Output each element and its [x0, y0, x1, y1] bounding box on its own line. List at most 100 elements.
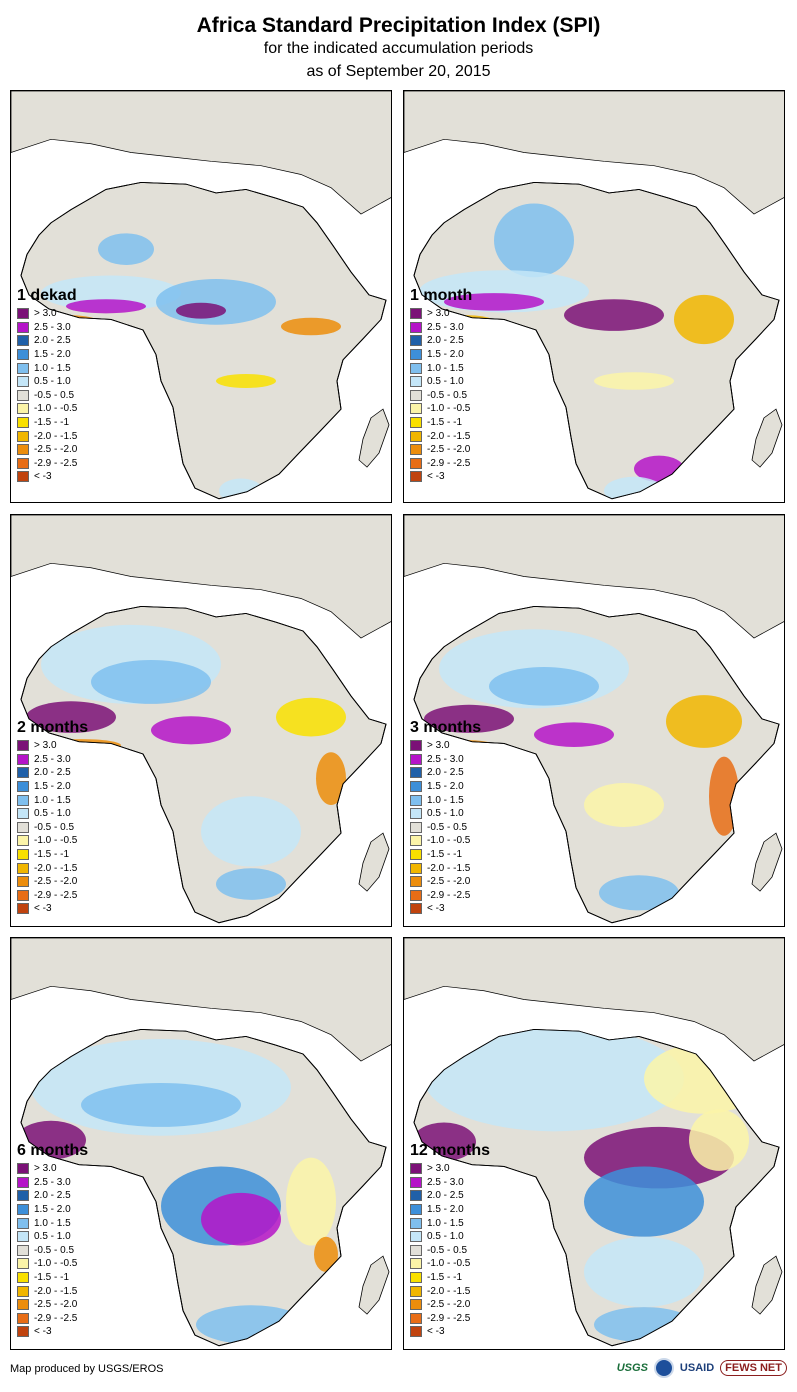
legend-swatch — [17, 740, 29, 752]
spi-patch — [91, 659, 211, 704]
legend-label: 2.5 - 3.0 — [427, 753, 464, 765]
legend-swatch — [17, 1299, 29, 1311]
legend-row: -2.5 - -2.0 — [17, 1298, 88, 1312]
legend-label: 1.0 - 1.5 — [34, 1217, 71, 1229]
legend-row: 1.0 - 1.5 — [17, 361, 77, 375]
legend-label: -2.9 - -2.5 — [427, 457, 471, 469]
legend-swatch — [410, 767, 422, 779]
legend-row: 2.0 - 2.5 — [410, 766, 481, 780]
legend-label: > 3.0 — [34, 308, 57, 320]
legend-row: -0.5 - 0.5 — [17, 389, 77, 403]
legend-row: -2.9 - -2.5 — [410, 1312, 490, 1326]
legend-swatch — [17, 349, 29, 361]
legend-row: -1.5 - -1 — [17, 416, 77, 430]
legend-row: -0.5 - 0.5 — [410, 1244, 490, 1258]
legend-label: 1.5 - 2.0 — [34, 1204, 71, 1216]
legend-swatch — [410, 903, 422, 915]
spi-patch — [201, 796, 301, 867]
legend-swatch — [410, 362, 422, 374]
spi-patch — [281, 317, 341, 336]
legend-label: 2.5 - 3.0 — [34, 753, 71, 765]
legend-row: 2.5 - 3.0 — [410, 753, 481, 767]
madagascar — [751, 1255, 783, 1315]
spi-patch — [584, 1166, 704, 1237]
legend-swatch — [17, 821, 29, 833]
spi-patch — [286, 1157, 336, 1246]
legend-row: 2.0 - 2.5 — [410, 1189, 490, 1203]
legend-row: -0.5 - 0.5 — [17, 1244, 88, 1258]
spi-patch — [216, 373, 276, 389]
legend-swatch — [410, 740, 422, 752]
legend-row: -0.5 - 0.5 — [17, 821, 88, 835]
madagascar — [751, 832, 783, 892]
legend-swatch — [410, 862, 422, 874]
legend-row: 1.0 - 1.5 — [17, 1216, 88, 1230]
legend-label: 2.0 - 2.5 — [427, 335, 464, 347]
legend-swatch — [410, 1299, 422, 1311]
legend-swatch — [17, 1163, 29, 1175]
legend-swatch — [410, 1258, 422, 1270]
legend-label: > 3.0 — [427, 740, 450, 752]
legend-row: 1.5 - 2.0 — [17, 1203, 88, 1217]
legend-swatch — [17, 403, 29, 415]
legend-swatch — [410, 1190, 422, 1202]
legend-row: 2.0 - 2.5 — [17, 1189, 88, 1203]
legend-swatch — [17, 362, 29, 374]
legend-swatch — [410, 308, 422, 320]
spi-legend: 12 months > 3.0 2.5 - 3.0 2.0 - 2.5 1.5 - 2.… — [410, 1142, 490, 1339]
legend-label: -2.0 - -1.5 — [427, 430, 471, 442]
spi-patch — [81, 1082, 241, 1127]
legend-row: 1.0 - 1.5 — [410, 793, 481, 807]
page-title: Africa Standard Precipitation Index (SPI… — [196, 14, 601, 37]
legend-swatch — [17, 903, 29, 915]
legend-row: -1.0 - -0.5 — [410, 834, 481, 848]
legend-label: -1.0 - -0.5 — [34, 1258, 78, 1270]
legend-label: 1.0 - 1.5 — [34, 362, 71, 374]
spi-patch — [176, 302, 226, 319]
legend-label: -2.5 - -2.0 — [427, 1299, 471, 1311]
spi-anomaly-layer — [414, 1029, 779, 1343]
legend-label: -1.5 - -1 — [34, 1272, 70, 1284]
legend-label: 0.5 - 1.0 — [34, 376, 71, 388]
legend-swatch — [17, 1285, 29, 1297]
legend-swatch — [17, 376, 29, 388]
legend-swatch — [410, 1312, 422, 1324]
legend-row: > 3.0 — [410, 307, 472, 321]
neighboring-land — [404, 515, 784, 639]
legend-swatch — [17, 1258, 29, 1270]
legend-row: < -3 — [17, 470, 77, 484]
spi-patch — [151, 716, 231, 745]
legend-row: 2.5 - 3.0 — [17, 321, 77, 335]
legend-swatch — [410, 444, 422, 456]
legend-row: -2.9 - -2.5 — [17, 889, 88, 903]
legend-label: 2.5 - 3.0 — [34, 321, 71, 333]
spi-legend: 1 dekad > 3.0 2.5 - 3.0 2.0 - 2.5 1.5 - 2.0 1… — [17, 287, 77, 484]
noaa-logo-icon — [653, 1358, 674, 1378]
spi-patch — [276, 697, 346, 737]
legend-row: 2.5 - 3.0 — [17, 1176, 88, 1190]
spi-patch — [534, 722, 614, 747]
usgs-logo: USGS — [616, 1362, 648, 1374]
spi-patch — [219, 478, 263, 499]
legend-label: -2.0 - -1.5 — [427, 862, 471, 874]
spi-legend: 3 months > 3.0 2.5 - 3.0 2.0 - 2.5 1.5 - 2.0… — [410, 719, 481, 916]
legend-row: 2.0 - 2.5 — [17, 766, 88, 780]
legend-label: -2.9 - -2.5 — [427, 1312, 471, 1324]
spi-patch — [709, 756, 739, 836]
africa-map — [404, 91, 784, 500]
legend-swatch — [410, 457, 422, 469]
legend-label: 0.5 - 1.0 — [427, 376, 464, 388]
legend-row: -1.5 - -1 — [17, 848, 88, 862]
legend-row: -1.5 - -1 — [410, 848, 481, 862]
legend-swatch — [17, 808, 29, 820]
legend-label: 2.5 - 3.0 — [427, 1176, 464, 1188]
legend-swatch — [17, 1217, 29, 1229]
legend-row: 1.0 - 1.5 — [410, 1216, 490, 1230]
legend-row: 0.5 - 1.0 — [410, 375, 472, 389]
legend-swatch — [17, 444, 29, 456]
legend-row: -2.9 - -2.5 — [17, 457, 77, 471]
spi-patch — [594, 372, 674, 390]
map-panel: 1 dekad > 3.0 2.5 - 3.0 2.0 - 2.5 1.5 - 2.0 1… — [10, 90, 392, 503]
legend-row: > 3.0 — [17, 739, 88, 753]
legend-swatch — [410, 889, 422, 901]
